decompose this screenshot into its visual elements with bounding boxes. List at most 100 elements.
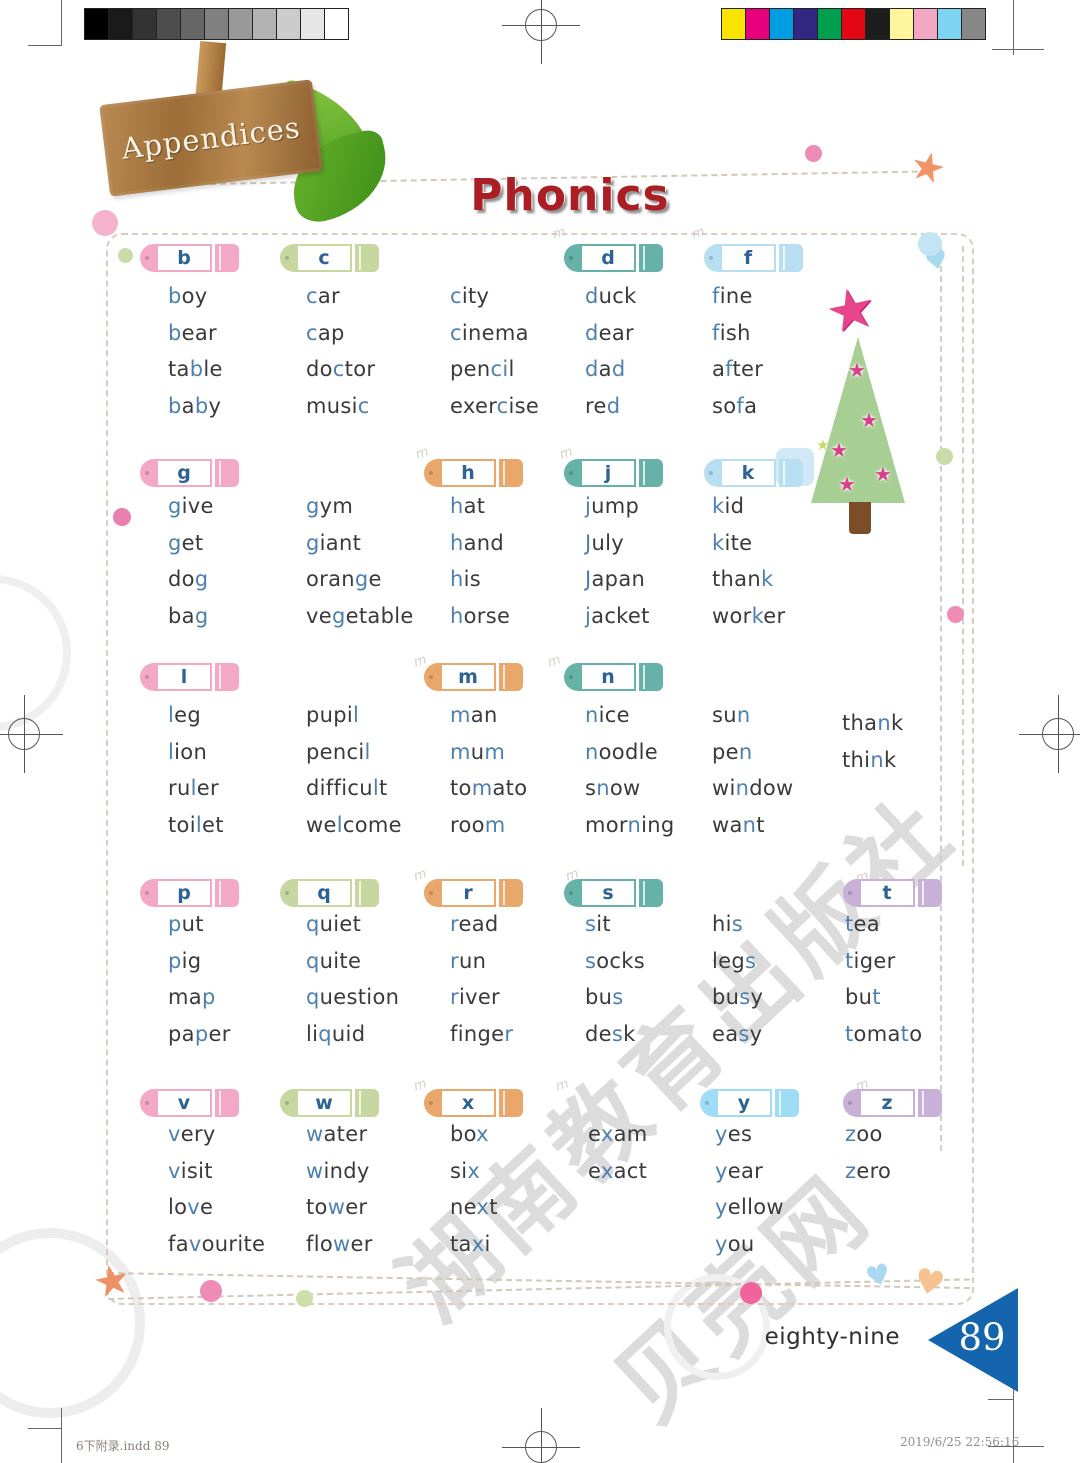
word: worker (712, 603, 786, 628)
tag-cap (140, 244, 156, 272)
registration-mark (502, 1408, 580, 1463)
word: boy (168, 284, 208, 308)
word: morning (585, 812, 675, 837)
word-column: water windy tower flower (306, 1116, 373, 1262)
word-column: gym giant orange vegetable (306, 488, 414, 634)
dot-tag-green (118, 248, 133, 263)
tag-letter: h (440, 459, 496, 487)
color-swatch (745, 8, 770, 40)
tag-tail (499, 663, 523, 691)
word: give (168, 494, 214, 518)
tag-tail (215, 879, 239, 907)
word: run (450, 948, 487, 973)
tag-cap (704, 459, 720, 487)
word: legs (712, 948, 757, 973)
word-column: very visit love favourite (168, 1116, 265, 1262)
section-tag-x: x (424, 1089, 523, 1117)
word-column: thank think (842, 705, 903, 778)
footer-timestamp: 2019/6/25 22:56:16 (900, 1435, 1020, 1449)
word: doctor (306, 357, 376, 382)
word: flower (306, 1231, 373, 1256)
page-number-triangle (928, 1288, 1018, 1392)
word: thank (842, 711, 904, 735)
sign-board: Appendices (99, 79, 323, 197)
tag-cap (564, 879, 580, 907)
color-swatch (913, 8, 938, 40)
tag-tail (215, 663, 239, 691)
tree-star-icon: ★ (830, 438, 848, 462)
section-tag-p: p (140, 879, 239, 907)
tree-star-icon: ★ (848, 358, 866, 382)
dot-left-pink (113, 508, 131, 526)
grayscale-swatch (252, 8, 277, 40)
word: box (450, 1122, 489, 1146)
tag-cap (704, 244, 720, 272)
word: bag (168, 603, 209, 628)
section-tag-r: r (424, 879, 523, 907)
word: tea (845, 912, 880, 936)
word: welcome (306, 812, 402, 837)
grayscale-swatch (132, 8, 157, 40)
section-tag-b: b (140, 244, 239, 272)
dot-string-green (936, 448, 953, 465)
tag-letter: z (859, 1089, 915, 1117)
word: love (168, 1195, 214, 1220)
word: his (712, 912, 744, 936)
word: noodle (585, 739, 658, 764)
section-tag-n: n (564, 663, 663, 691)
tag-letter: m (440, 663, 496, 691)
tree-star-icon: ★ (874, 462, 892, 486)
tag-letter: k (720, 459, 776, 487)
word: kid (712, 494, 745, 518)
tree-star-icon: ★ (860, 408, 878, 432)
tree-body (811, 337, 905, 503)
registration-mark (502, 0, 580, 64)
tag-tail (639, 459, 663, 487)
appendices-label: Appendices (119, 110, 303, 166)
grayscale-swatch (84, 8, 109, 40)
tag-tail (215, 1089, 239, 1117)
word: after (712, 357, 764, 382)
word-column: jump July Japan jacket (585, 488, 650, 634)
section-tag-y: y (700, 1089, 799, 1117)
word-column: box six next taxi (450, 1116, 498, 1262)
tag-letter: n (580, 663, 636, 691)
crop-mark (1013, 0, 1014, 55)
tag-tail (639, 879, 663, 907)
word-column: hat hand his horse (450, 488, 510, 634)
section-tag-c: c (280, 244, 379, 272)
tag-letter: s (580, 879, 636, 907)
tag-tail (355, 244, 379, 272)
word: tomato (450, 776, 528, 801)
word: kite (712, 530, 753, 555)
word: put (168, 912, 204, 936)
tag-tail (215, 244, 239, 272)
word: you (715, 1231, 755, 1256)
word-column: read run river finger (450, 906, 513, 1052)
word: want (712, 812, 765, 837)
grayscale-swatch (300, 8, 325, 40)
color-swatch (889, 8, 914, 40)
word: Japan (585, 567, 646, 592)
word: orange (306, 567, 382, 592)
word: very (168, 1122, 216, 1146)
word: man (450, 703, 498, 727)
grayscale-swatch (276, 8, 301, 40)
word: city (450, 284, 490, 308)
tag-cap (140, 1089, 156, 1117)
word: windy (306, 1158, 370, 1183)
section-tag-m: m (424, 663, 523, 691)
tag-tail (779, 244, 803, 272)
word: his (450, 567, 482, 592)
word-column: boy bear table baby (168, 278, 223, 424)
word-column: leg lion ruler toilet (168, 697, 224, 843)
tag-letter: q (296, 879, 352, 907)
word: bear (168, 320, 217, 345)
color-swatch (721, 8, 746, 40)
word: gym (306, 494, 354, 518)
crop-mark (988, 1446, 1044, 1447)
footer-filename: 6下附录.indd 89 (76, 1439, 170, 1453)
tag-letter: g (156, 459, 212, 487)
word-column: sun pen window want (712, 697, 794, 843)
word: liquid (306, 1021, 366, 1046)
